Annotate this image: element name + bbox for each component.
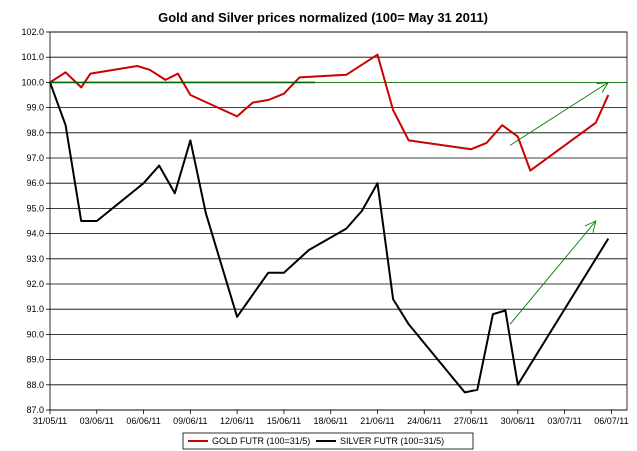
y-tick-label: 93.0: [26, 254, 44, 264]
gridlines: [50, 31, 627, 411]
chart-title: Gold and Silver prices normalized (100= …: [158, 10, 488, 25]
legend: GOLD FUTR (100=31/5) SILVER FUTR (100=31…: [182, 432, 474, 450]
arrow-head: [584, 220, 597, 233]
x-tick-label: 18/06/11: [314, 416, 348, 426]
y-tick-label: 102.0: [21, 27, 44, 37]
y-tick-label: 94.0: [26, 229, 44, 239]
series-layer: [49, 53, 610, 394]
y-tick-label: 91.0: [26, 304, 44, 314]
y-tick-label: 89.0: [26, 355, 44, 365]
trend-arrow-1: [509, 81, 610, 146]
y-tick-label: 87.0: [26, 405, 44, 415]
series-line-gold: [49, 53, 610, 172]
y-tick-label: 100.0: [21, 77, 44, 87]
arrow-head: [596, 81, 610, 93]
arrow-shaft: [509, 82, 609, 146]
x-tick-label: 03/06/11: [80, 416, 114, 426]
x-tick-label: 31/05/11: [33, 416, 67, 426]
legend-silver-label: SILVER FUTR (100=31/5): [340, 436, 444, 446]
x-tick-label: 30/06/11: [501, 416, 535, 426]
y-tick-label: 95.0: [26, 203, 44, 213]
y-tick-label: 99.0: [26, 103, 44, 113]
arrow-shaft: [509, 220, 597, 325]
x-tick-label: 21/06/11: [360, 416, 394, 426]
axes: 87.0 88.0 89.0 90.0 91.0 92.0 93.0 94.0 95.0 96.0…: [21, 27, 628, 426]
y-tick-label: 101.0: [21, 52, 44, 62]
x-tick-label: 06/07/11: [594, 416, 628, 426]
x-tick-label: 27/06/11: [454, 416, 488, 426]
trend-arrow-2: [509, 220, 597, 325]
plot-area: [49, 31, 628, 411]
x-tick-label: 12/06/11: [220, 416, 254, 426]
x-tick-label: 24/06/11: [407, 416, 441, 426]
y-tick-label: 90.0: [26, 329, 44, 339]
y-tick-label: 96.0: [26, 178, 44, 188]
y-tick-label: 92.0: [26, 279, 44, 289]
x-tick-label: 09/06/11: [173, 416, 207, 426]
x-tick-label: 03/07/11: [547, 416, 581, 426]
annotation-layer: [50, 81, 610, 325]
legend-gold-label: GOLD FUTR (100=31/5): [212, 436, 310, 446]
x-tick-label: 06/06/11: [126, 416, 160, 426]
x-tick-label: 15/06/11: [267, 416, 301, 426]
series-line-silver: [49, 82, 610, 394]
y-tick-label: 98.0: [26, 128, 44, 138]
y-tick-label: 97.0: [26, 153, 44, 163]
y-tick-label: 88.0: [26, 380, 44, 390]
